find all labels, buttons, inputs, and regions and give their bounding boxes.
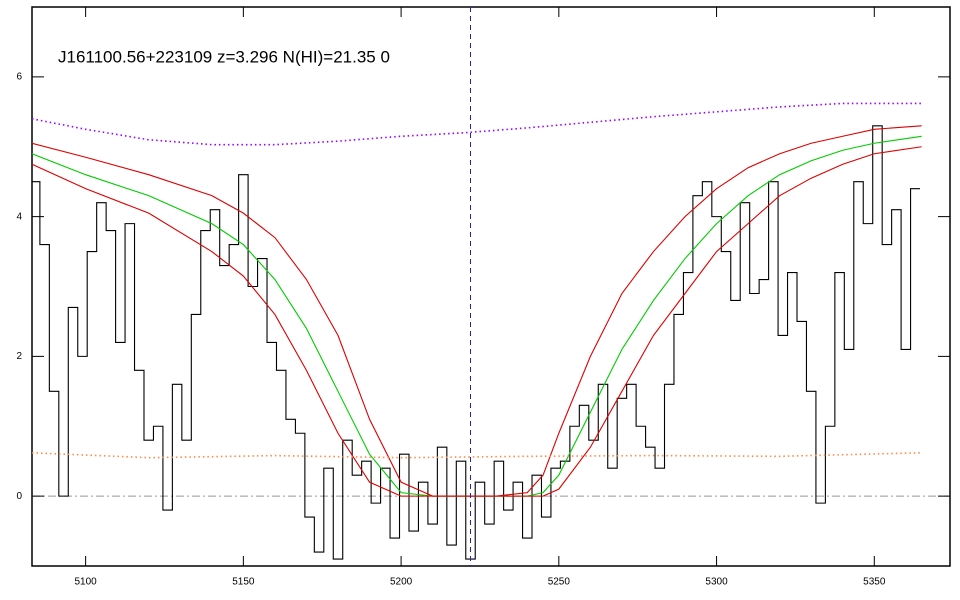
model-line bbox=[32, 146, 922, 497]
flux-spectrum bbox=[32, 125, 921, 560]
x-tick-label: 5150 bbox=[232, 577, 255, 588]
chart-title: J161100.56+223109 z=3.296 N(HI)=21.35 0 bbox=[58, 47, 390, 66]
model-line bbox=[32, 135, 922, 497]
y-tick-label: 0 bbox=[16, 491, 22, 502]
plot-area bbox=[32, 7, 950, 566]
y-tick-label: 6 bbox=[16, 72, 22, 83]
x-tick-label: 5200 bbox=[390, 577, 413, 588]
x-tick-label: 5250 bbox=[548, 577, 571, 588]
y-tick-label: 4 bbox=[16, 211, 22, 222]
x-tick-label: 5100 bbox=[75, 577, 98, 588]
x-tick-label: 5350 bbox=[863, 577, 886, 588]
y-tick-label: 2 bbox=[16, 351, 22, 362]
model-line bbox=[32, 102, 922, 146]
model-line bbox=[32, 452, 922, 459]
plot-frame bbox=[31, 6, 951, 567]
x-tick-label: 5300 bbox=[705, 577, 728, 588]
model-line bbox=[32, 125, 922, 497]
